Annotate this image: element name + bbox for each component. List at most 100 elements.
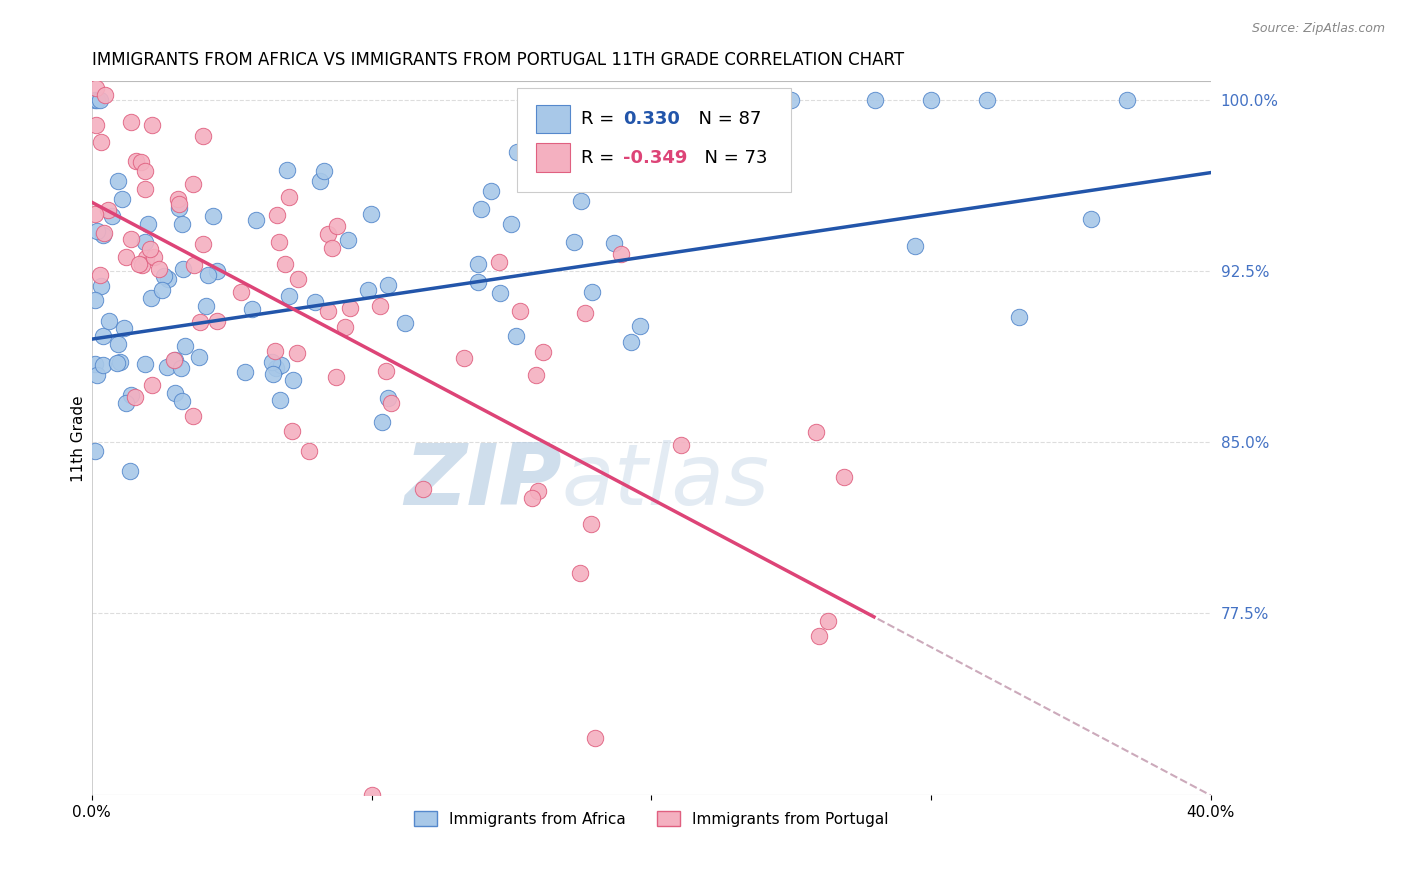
Point: [326, 219, 349, 233]
Point: [1008, 310, 1031, 324]
Point: [780, 93, 803, 107]
Point: [83, 444, 105, 458]
Point: [121, 115, 143, 129]
Point: [808, 629, 831, 643]
Point: [134, 182, 156, 196]
Text: ZIP: ZIP: [404, 440, 562, 523]
Point: [169, 196, 191, 211]
Point: [568, 566, 591, 581]
Point: [368, 299, 391, 313]
Point: [111, 193, 134, 207]
Point: [89, 268, 111, 283]
Point: [129, 155, 152, 169]
Point: [470, 202, 492, 216]
Point: [277, 288, 299, 302]
Point: [97, 202, 120, 217]
Point: [124, 390, 146, 404]
Point: [98, 314, 121, 328]
Text: R =: R =: [581, 111, 620, 128]
Point: [170, 360, 193, 375]
Point: [309, 174, 332, 188]
Point: [174, 339, 197, 353]
Point: [863, 93, 886, 107]
Point: [89, 93, 111, 107]
Point: [163, 386, 186, 401]
Point: [191, 237, 214, 252]
Point: [278, 190, 301, 204]
Point: [107, 174, 129, 188]
Point: [163, 352, 186, 367]
Point: [156, 359, 179, 374]
Point: [202, 209, 225, 223]
Point: [86, 223, 108, 237]
Point: [1080, 211, 1102, 226]
Point: [412, 482, 434, 496]
Point: [298, 443, 321, 458]
Point: [262, 368, 284, 382]
Point: [245, 213, 267, 227]
Point: [172, 218, 194, 232]
Point: [266, 361, 288, 376]
Point: [316, 227, 339, 241]
Point: [377, 278, 399, 293]
FancyBboxPatch shape: [536, 105, 569, 134]
Text: -0.349: -0.349: [623, 149, 688, 167]
Y-axis label: 11th Grade: 11th Grade: [72, 395, 86, 482]
Text: N = 73: N = 73: [693, 149, 768, 167]
Point: [134, 235, 156, 249]
Text: atlas: atlas: [562, 440, 769, 523]
Point: [274, 257, 297, 271]
Point: [141, 291, 163, 305]
Point: [83, 293, 105, 307]
Point: [157, 272, 180, 286]
Point: [489, 285, 512, 300]
Point: [205, 264, 228, 278]
Point: [920, 93, 942, 107]
Point: [101, 209, 124, 223]
Point: [125, 154, 148, 169]
Point: [205, 314, 228, 328]
Point: [609, 247, 631, 261]
Point: [276, 163, 298, 178]
Point: [114, 250, 136, 264]
Point: [93, 226, 115, 240]
Point: [153, 268, 176, 283]
Point: [520, 491, 543, 505]
Text: Source: ZipAtlas.com: Source: ZipAtlas.com: [1251, 22, 1385, 36]
Text: 0.330: 0.330: [623, 111, 681, 128]
Point: [620, 335, 643, 350]
Point: [195, 299, 218, 313]
Point: [112, 321, 135, 335]
Point: [91, 228, 114, 243]
Point: [84, 81, 107, 95]
Point: [581, 285, 603, 299]
Point: [281, 424, 304, 438]
Point: [90, 279, 112, 293]
Point: [574, 305, 596, 319]
Point: [191, 128, 214, 143]
Point: [94, 88, 117, 103]
Point: [562, 235, 585, 249]
Point: [120, 232, 142, 246]
Point: [115, 396, 138, 410]
Point: [325, 370, 347, 384]
Point: [105, 356, 128, 370]
Point: [266, 208, 288, 222]
Point: [360, 207, 382, 221]
Point: [603, 235, 626, 250]
Point: [360, 789, 382, 803]
Text: N = 87: N = 87: [688, 111, 762, 128]
Point: [91, 358, 114, 372]
Point: [583, 731, 606, 746]
FancyBboxPatch shape: [517, 88, 792, 192]
Point: [527, 483, 550, 498]
Point: [183, 258, 205, 272]
Point: [283, 373, 305, 387]
Point: [394, 316, 416, 330]
Point: [316, 304, 339, 318]
Point: [569, 194, 592, 209]
Point: [181, 177, 204, 191]
Text: IMMIGRANTS FROM AFRICA VS IMMIGRANTS FROM PORTUGAL 11TH GRADE CORRELATION CHART: IMMIGRANTS FROM AFRICA VS IMMIGRANTS FRO…: [91, 51, 904, 69]
Point: [467, 257, 489, 271]
Point: [83, 206, 105, 220]
